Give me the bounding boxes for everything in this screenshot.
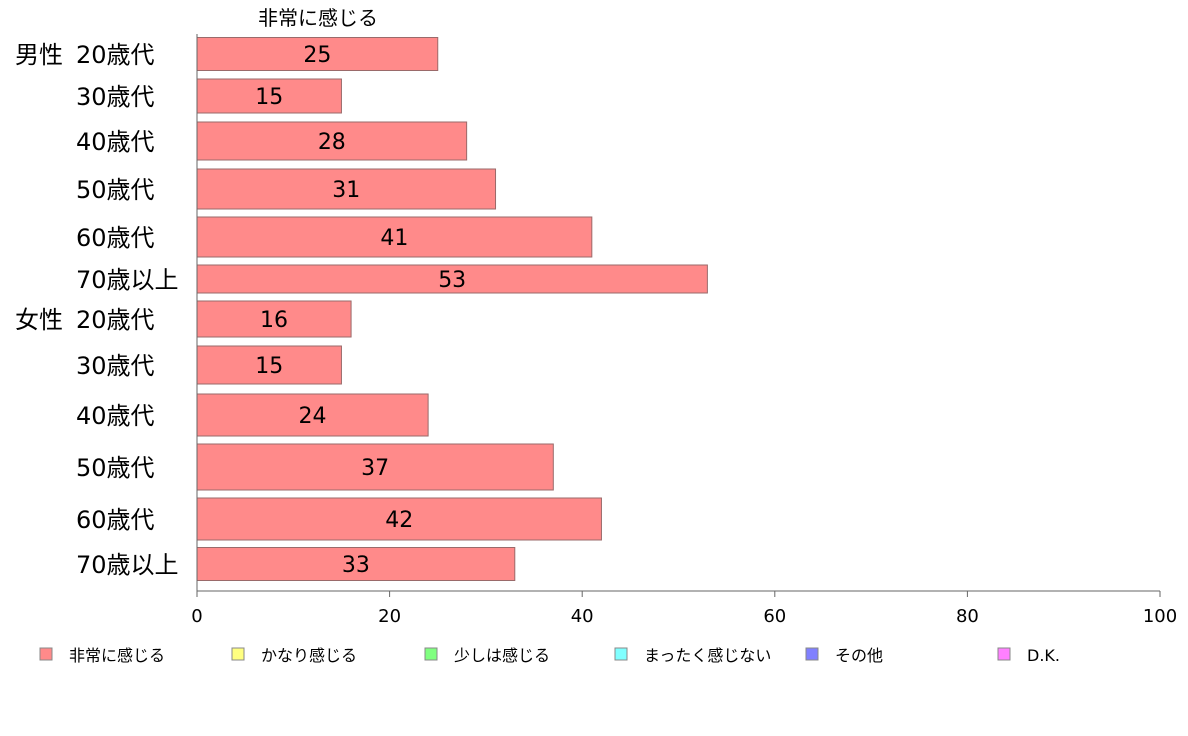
- category-label-1-2: 40歳代: [76, 402, 155, 430]
- legend-label-3: まったく感じない: [644, 646, 771, 665]
- legend-label-5: D.K.: [1027, 646, 1060, 665]
- group-label-1: 女性: [15, 306, 63, 334]
- x-tick-label-3: 60: [763, 606, 786, 627]
- data-label-0-2: 28: [318, 130, 346, 155]
- category-labels: 20歳代男性30歳代40歳代50歳代60歳代70歳以上20歳代女性30歳代40歳…: [15, 41, 179, 579]
- data-label-0-3: 31: [332, 178, 360, 203]
- data-label-1-2: 24: [299, 404, 327, 429]
- data-label-1-1: 15: [255, 354, 283, 379]
- bar-0-4: [196, 216, 593, 258]
- data-label-0-0: 25: [303, 43, 331, 68]
- category-label-0-0: 20歳代: [76, 41, 155, 69]
- category-label-1-0: 20歳代: [76, 306, 155, 334]
- bar-0-0: [196, 37, 439, 71]
- bar-0-1: [196, 78, 342, 114]
- legend-swatch-4: [805, 647, 819, 661]
- category-label-1-3: 50歳代: [76, 454, 155, 482]
- data-label-1-3: 37: [361, 456, 389, 481]
- group-label-0: 男性: [15, 41, 63, 69]
- legend-swatch-0: [39, 647, 53, 661]
- category-label-0-1: 30歳代: [76, 83, 155, 111]
- series-title: 非常に感じる: [258, 6, 378, 30]
- bar-1-4: [196, 497, 602, 541]
- legend-label-4: その他: [835, 646, 883, 665]
- data-label-1-0: 16: [260, 308, 288, 333]
- x-tick-label-2: 40: [571, 606, 594, 627]
- bar-1-3: [196, 443, 554, 491]
- data-label-0-4: 41: [380, 226, 408, 251]
- data-label-1-4: 42: [385, 508, 413, 533]
- x-tick-label-0: 0: [191, 606, 202, 627]
- data-label-0-1: 15: [255, 85, 283, 110]
- legend: 非常に感じる かなり感じる 少しは感じる まったく感じない その他 D.K.: [39, 646, 1060, 665]
- category-label-0-3: 50歳代: [76, 176, 155, 204]
- x-tick-label-5: 100: [1143, 606, 1177, 627]
- bar-0-2: [196, 121, 468, 161]
- category-label-1-1: 30歳代: [76, 352, 155, 380]
- legend-swatch-5: [997, 647, 1011, 661]
- category-label-0-4: 60歳代: [76, 224, 155, 252]
- x-axis: 0 20 40 60 80 100: [191, 34, 1177, 627]
- bars-layer: 25 15 28 31 41 53 16 15 24 37 42 33: [196, 37, 708, 581]
- legend-label-0: 非常に感じる: [69, 646, 165, 665]
- category-label-0-2: 40歳代: [76, 128, 155, 156]
- legend-swatch-3: [614, 647, 628, 661]
- legend-swatch-2: [424, 647, 438, 661]
- category-label-1-4: 60歳代: [76, 506, 155, 534]
- legend-label-1: かなり感じる: [261, 646, 357, 665]
- data-label-1-5: 33: [342, 553, 370, 578]
- bar-1-5: [196, 547, 516, 581]
- category-label-1-5: 70歳以上: [76, 551, 179, 579]
- x-tick-label-4: 80: [956, 606, 979, 627]
- data-label-0-5: 53: [438, 268, 466, 293]
- bar-1-0: [196, 300, 352, 338]
- bar-0-3: [196, 168, 497, 210]
- legend-swatch-1: [231, 647, 245, 661]
- legend-label-2: 少しは感じる: [454, 646, 550, 665]
- x-tick-label-1: 20: [378, 606, 401, 627]
- category-label-0-5: 70歳以上: [76, 266, 179, 294]
